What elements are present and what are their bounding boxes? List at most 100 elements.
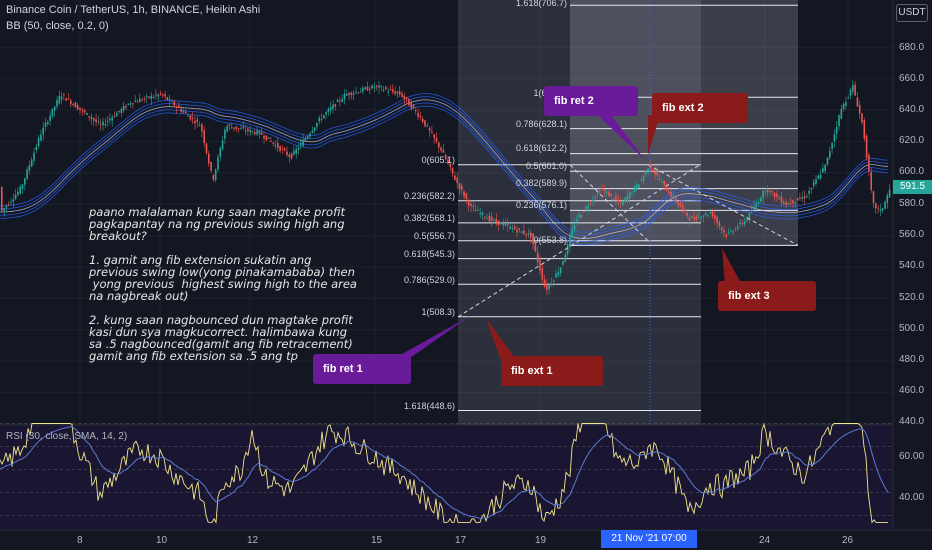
fib2-level-label: 0.5(601.0) xyxy=(525,161,567,171)
candle-body xyxy=(829,151,831,158)
candle-body xyxy=(86,112,88,115)
candle-body xyxy=(111,117,113,121)
candle-body xyxy=(668,191,670,194)
candle-body xyxy=(235,126,238,129)
candle-body xyxy=(410,102,412,109)
callout-fib-ext-2[interactable]: fib ext 2 xyxy=(652,93,748,123)
candle-body xyxy=(562,261,564,265)
candle-body xyxy=(256,130,258,135)
candle-body xyxy=(679,202,682,208)
candle-body xyxy=(145,95,148,97)
rsi-tick: 40.00 xyxy=(899,492,925,503)
candle-body xyxy=(113,116,116,118)
candle-body xyxy=(789,202,792,204)
candle-body xyxy=(617,199,619,202)
candle-body xyxy=(3,208,5,212)
candle-body xyxy=(17,191,19,196)
fib1-level-label: 0.382(568.1) xyxy=(403,213,455,223)
candle-body xyxy=(716,216,718,223)
candle-body xyxy=(778,197,780,200)
candle-body xyxy=(12,199,15,202)
candle-body xyxy=(764,191,767,193)
candle-body xyxy=(164,94,166,97)
candle-body xyxy=(297,147,300,150)
candle-body xyxy=(380,86,383,88)
candle-body xyxy=(564,254,567,262)
candle-body xyxy=(530,232,532,238)
fib1-level-label: 0(605.1) xyxy=(421,155,455,165)
callout-fib-ext-1[interactable]: fib ext 1 xyxy=(501,356,603,386)
candle-body xyxy=(647,168,649,170)
candle-body xyxy=(141,99,143,101)
currency-button[interactable]: USDT xyxy=(896,4,928,22)
candle-body xyxy=(311,130,314,133)
candle-body xyxy=(79,107,81,110)
candle-body xyxy=(651,169,654,172)
candle-body xyxy=(746,219,748,221)
candle-body xyxy=(168,99,171,101)
candle-body xyxy=(845,101,847,106)
candle-body xyxy=(642,175,645,182)
candle-body xyxy=(785,201,787,206)
candle-body xyxy=(569,236,571,248)
price-tick: 580.0 xyxy=(899,198,925,209)
annotation-note[interactable]: paano malalaman kung saan magtake profit… xyxy=(89,205,357,363)
candle-body xyxy=(398,91,401,95)
candle-body xyxy=(803,196,806,199)
candle-body xyxy=(626,195,629,202)
bb-indicator-label[interactable]: BB (50, close, 0.2, 0) xyxy=(6,20,109,32)
candle-body xyxy=(63,94,65,96)
time-tick: 24 xyxy=(759,535,771,546)
candle-body xyxy=(739,222,741,224)
candle-body xyxy=(532,233,534,245)
candle-body xyxy=(578,214,580,218)
candle-body xyxy=(516,229,518,233)
callout-fib-ret-1[interactable]: fib ret 1 xyxy=(313,354,411,384)
candle-body xyxy=(868,154,870,172)
candle-body xyxy=(472,205,475,208)
candle-body xyxy=(884,201,886,209)
candle-body xyxy=(766,188,769,193)
candle-body xyxy=(219,148,222,157)
candle-body xyxy=(854,84,856,96)
candle-body xyxy=(242,126,245,129)
candle-body xyxy=(37,138,40,147)
candle-body xyxy=(488,215,491,222)
candle-body xyxy=(865,135,868,158)
candle-body xyxy=(72,104,74,106)
candle-body xyxy=(502,223,504,226)
candle-body xyxy=(341,99,343,102)
candle-body xyxy=(148,96,150,98)
candle-body xyxy=(116,113,118,117)
candle-body xyxy=(371,85,373,89)
candle-body xyxy=(403,95,406,99)
candle-body xyxy=(723,229,725,233)
callout-fib-ret-2[interactable]: fib ret 2 xyxy=(544,86,638,116)
candle-body xyxy=(401,93,403,97)
candle-body xyxy=(674,196,677,202)
callout-fib-ext-3[interactable]: fib ext 3 xyxy=(718,281,816,311)
fib2-level-label: 0.618(612.2) xyxy=(515,143,567,153)
candle-body xyxy=(348,92,350,96)
candle-body xyxy=(633,186,636,192)
candle-body xyxy=(304,138,307,142)
price-tick: 540.0 xyxy=(899,260,925,271)
candle-body xyxy=(541,268,544,280)
candle-body xyxy=(670,191,672,197)
candle-body xyxy=(481,212,484,215)
candle-body xyxy=(198,125,201,127)
candle-body xyxy=(90,116,93,119)
candle-body xyxy=(14,194,17,200)
candle-body xyxy=(858,105,861,114)
rsi-indicator-label[interactable]: RSI (30, close, SMA, 14, 2) xyxy=(6,431,128,442)
candle-body xyxy=(35,146,38,151)
candle-body xyxy=(155,94,157,96)
time-tick: 26 xyxy=(842,535,854,546)
price-tick: 440.0 xyxy=(899,416,925,427)
candle-body xyxy=(300,142,302,146)
candle-body xyxy=(412,104,415,109)
candle-body xyxy=(603,189,606,191)
candle-body xyxy=(286,151,288,156)
candle-body xyxy=(599,191,601,193)
candle-body xyxy=(385,87,387,90)
